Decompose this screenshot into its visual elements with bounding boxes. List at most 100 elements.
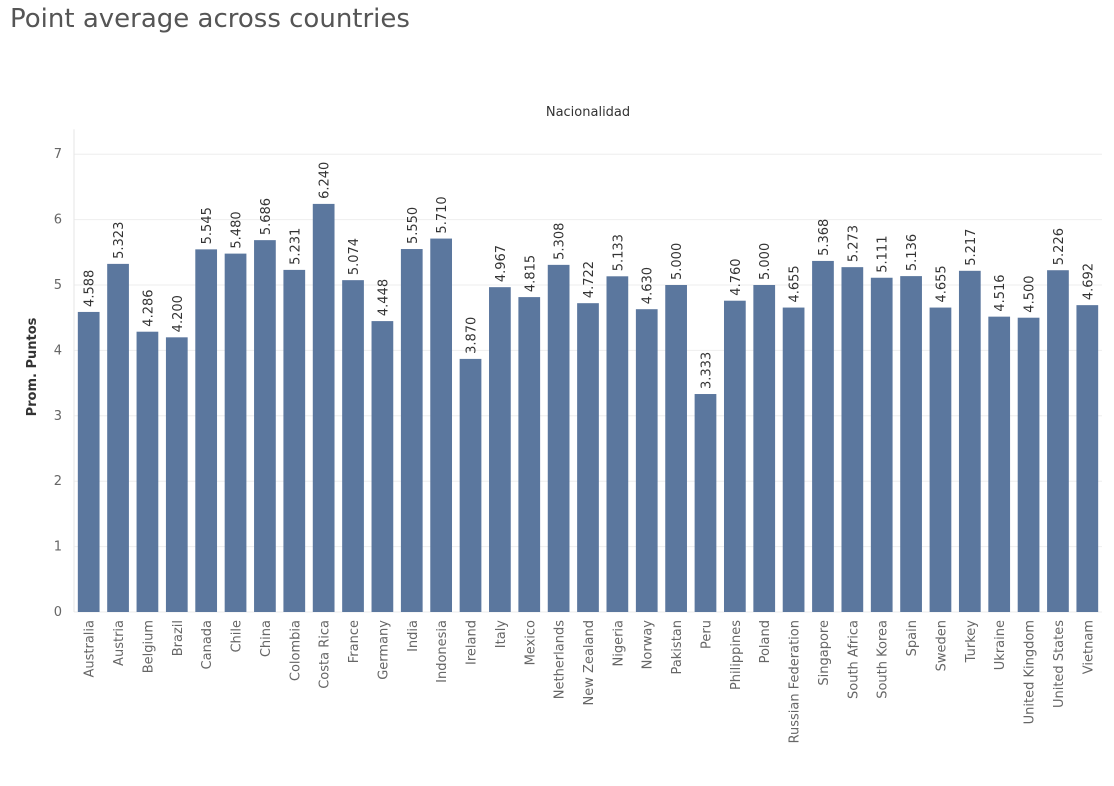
bar[interactable] (723, 300, 746, 612)
bar[interactable] (371, 321, 394, 612)
value-label: 5.136 (905, 234, 920, 271)
bar[interactable] (753, 285, 776, 612)
bar[interactable] (1047, 270, 1069, 612)
value-label: 4.967 (494, 245, 509, 282)
category-label: Russian Federation (788, 620, 803, 743)
category-label: Spain (905, 620, 920, 656)
bar[interactable] (547, 264, 570, 612)
bar[interactable] (342, 280, 364, 612)
category-label: Australia (83, 620, 98, 678)
value-label: 5.710 (435, 196, 450, 233)
value-label: 5.111 (876, 236, 891, 273)
category-label: Ukraine (993, 620, 1008, 670)
value-label: 5.231 (288, 228, 303, 265)
category-label: South Korea (876, 620, 891, 699)
value-label: 5.686 (259, 198, 274, 235)
value-label: 5.133 (611, 234, 626, 271)
y-tick-label: 3 (54, 409, 62, 424)
y-tick-label: 2 (54, 474, 62, 489)
category-label: Canada (200, 620, 215, 669)
value-label: 5.323 (112, 222, 127, 259)
y-tick-label: 1 (54, 540, 62, 555)
value-label: 4.722 (582, 261, 597, 298)
bar[interactable] (988, 316, 1011, 612)
value-label: 4.286 (141, 289, 156, 326)
category-label: France (347, 620, 362, 663)
bar[interactable] (107, 263, 129, 612)
bar[interactable] (694, 394, 717, 612)
y-tick-label: 4 (54, 343, 62, 358)
category-label: Colombia (288, 620, 303, 681)
y-tick-label: 7 (54, 147, 62, 162)
category-label: South Africa (846, 620, 861, 699)
category-label: India (406, 620, 421, 652)
value-label: 5.226 (1052, 228, 1067, 265)
category-labels: Australia Austria Belgium Brazil Canada Chile… (83, 620, 1097, 744)
bar[interactable] (400, 249, 423, 612)
bar[interactable] (1076, 305, 1099, 612)
bar[interactable] (77, 311, 100, 612)
value-label: 4.655 (934, 265, 949, 302)
value-label: 5.545 (200, 207, 215, 244)
value-label: 5.273 (846, 225, 861, 262)
category-label: Indonesia (435, 620, 450, 683)
bar[interactable] (518, 297, 541, 612)
bar[interactable] (195, 249, 218, 613)
category-label: United States (1052, 620, 1067, 708)
category-label: Pakistan (670, 620, 685, 674)
value-label: 5.480 (230, 211, 245, 248)
bar[interactable] (577, 303, 599, 612)
bar[interactable] (254, 240, 276, 612)
column-header: Nacionalidad (546, 105, 630, 120)
category-label: Belgium (141, 620, 156, 673)
bar[interactable] (929, 307, 952, 612)
category-label: Germany (376, 620, 391, 680)
bars (77, 203, 1099, 613)
category-label: Ireland (465, 620, 480, 665)
bar[interactable] (136, 331, 159, 612)
bar[interactable] (283, 269, 306, 612)
bar[interactable] (635, 309, 658, 612)
value-label: 4.516 (993, 274, 1008, 311)
category-label: Costa Rica (318, 620, 333, 689)
category-label: Poland (758, 620, 773, 663)
y-tick-label: 6 (54, 213, 62, 228)
category-label: Singapore (817, 620, 832, 686)
value-label: 4.692 (1081, 263, 1096, 300)
bar[interactable] (782, 307, 805, 612)
value-label: 5.550 (406, 207, 421, 244)
value-label: 5.368 (817, 219, 832, 256)
bar[interactable] (841, 267, 864, 612)
bar[interactable] (165, 337, 188, 612)
category-label: Italy (494, 620, 509, 649)
value-label: 5.074 (347, 238, 362, 275)
bar[interactable] (1017, 317, 1040, 612)
bar[interactable] (224, 253, 247, 613)
y-axis-title: Prom. Puntos (25, 317, 40, 416)
bar[interactable] (606, 276, 629, 612)
y-axis: 0 1 2 3 4 5 6 7 (54, 129, 75, 620)
value-label: 6.240 (318, 162, 333, 199)
y-tick-label: 5 (54, 278, 62, 293)
value-label: 4.200 (171, 295, 186, 332)
category-label: Brazil (171, 620, 186, 656)
bar[interactable] (665, 285, 687, 612)
bar[interactable] (459, 358, 482, 612)
bar[interactable] (430, 238, 453, 612)
bar[interactable] (958, 270, 981, 612)
bar[interactable] (489, 287, 511, 612)
category-label: Nigeria (611, 620, 626, 667)
value-label: 4.630 (641, 267, 656, 304)
category-label: Mexico (523, 620, 538, 665)
bar[interactable] (900, 276, 922, 612)
value-label: 3.333 (699, 352, 714, 389)
value-label: 5.000 (670, 243, 685, 280)
bar[interactable] (812, 260, 834, 612)
value-label: 4.588 (83, 270, 98, 307)
value-labels: 4.588 5.323 4.286 4.200 5.545 5.480 5.686 5.231… (83, 162, 1097, 389)
category-label: New Zealand (582, 620, 597, 705)
bar[interactable] (312, 203, 335, 612)
category-label: United Kingdom (1023, 620, 1038, 724)
bar[interactable] (870, 277, 893, 612)
